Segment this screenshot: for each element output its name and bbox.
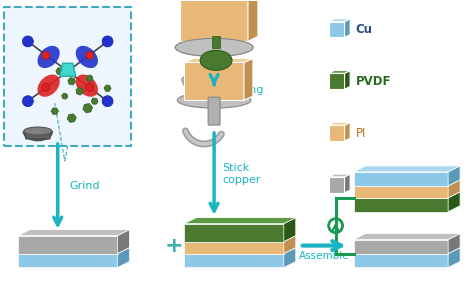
- Text: Grind: Grind: [70, 181, 100, 191]
- Polygon shape: [18, 253, 118, 267]
- Polygon shape: [328, 177, 345, 193]
- Polygon shape: [354, 248, 460, 253]
- Polygon shape: [354, 192, 460, 198]
- Circle shape: [42, 51, 50, 59]
- FancyBboxPatch shape: [212, 36, 220, 48]
- Polygon shape: [184, 58, 253, 62]
- Polygon shape: [118, 248, 129, 267]
- Polygon shape: [345, 174, 350, 193]
- Polygon shape: [328, 174, 350, 177]
- Polygon shape: [184, 62, 244, 100]
- Polygon shape: [68, 78, 75, 85]
- Polygon shape: [184, 242, 284, 253]
- Polygon shape: [77, 88, 82, 94]
- Polygon shape: [18, 248, 129, 253]
- Polygon shape: [18, 236, 118, 253]
- Circle shape: [86, 83, 93, 91]
- Polygon shape: [354, 240, 448, 253]
- Polygon shape: [328, 21, 345, 37]
- Text: Spin
coating: Spin coating: [222, 73, 264, 95]
- Polygon shape: [180, 0, 248, 41]
- Polygon shape: [68, 114, 75, 122]
- Text: +: +: [165, 236, 183, 256]
- Text: Cu: Cu: [356, 23, 373, 36]
- Polygon shape: [354, 180, 460, 186]
- Ellipse shape: [76, 46, 98, 68]
- Polygon shape: [103, 84, 112, 92]
- Polygon shape: [86, 75, 93, 82]
- Polygon shape: [345, 71, 350, 89]
- Polygon shape: [184, 218, 296, 224]
- Ellipse shape: [175, 38, 253, 56]
- Circle shape: [86, 51, 93, 59]
- Text: Assemble: Assemble: [299, 251, 349, 261]
- Polygon shape: [184, 253, 284, 267]
- Ellipse shape: [37, 46, 60, 68]
- Polygon shape: [284, 236, 296, 253]
- Circle shape: [42, 83, 50, 91]
- FancyBboxPatch shape: [207, 44, 221, 74]
- Polygon shape: [328, 71, 350, 73]
- Polygon shape: [184, 224, 284, 242]
- Ellipse shape: [76, 75, 98, 97]
- Polygon shape: [60, 63, 76, 76]
- Circle shape: [102, 96, 113, 107]
- Circle shape: [22, 96, 33, 107]
- Polygon shape: [184, 236, 296, 242]
- FancyBboxPatch shape: [4, 7, 131, 146]
- Ellipse shape: [24, 127, 52, 135]
- Polygon shape: [354, 172, 448, 186]
- Polygon shape: [354, 186, 448, 198]
- Ellipse shape: [200, 50, 232, 70]
- Text: PVDF: PVDF: [356, 75, 391, 88]
- Polygon shape: [354, 234, 460, 240]
- Text: ZUT-iMOF-1(Cu): ZUT-iMOF-1(Cu): [356, 178, 449, 191]
- Text: Stick
copper: Stick copper: [222, 163, 260, 185]
- Text: PI: PI: [356, 126, 366, 140]
- FancyBboxPatch shape: [208, 97, 220, 125]
- Polygon shape: [284, 218, 296, 242]
- Polygon shape: [448, 234, 460, 253]
- Polygon shape: [328, 73, 345, 89]
- Polygon shape: [354, 198, 448, 212]
- Polygon shape: [18, 230, 129, 236]
- Polygon shape: [55, 67, 64, 76]
- Polygon shape: [184, 248, 296, 253]
- Polygon shape: [354, 166, 460, 172]
- Polygon shape: [24, 131, 52, 139]
- Polygon shape: [244, 58, 253, 100]
- Polygon shape: [61, 92, 68, 100]
- Polygon shape: [51, 107, 59, 115]
- Polygon shape: [84, 105, 91, 111]
- Polygon shape: [328, 122, 350, 125]
- Polygon shape: [345, 19, 350, 37]
- Ellipse shape: [37, 75, 60, 97]
- Polygon shape: [118, 230, 129, 253]
- Ellipse shape: [177, 92, 251, 108]
- Polygon shape: [345, 122, 350, 141]
- Circle shape: [22, 36, 33, 47]
- Polygon shape: [448, 248, 460, 267]
- Polygon shape: [284, 248, 296, 267]
- Circle shape: [102, 36, 113, 47]
- Polygon shape: [448, 166, 460, 186]
- Ellipse shape: [175, 38, 253, 56]
- Polygon shape: [328, 125, 345, 141]
- Polygon shape: [91, 98, 98, 104]
- Polygon shape: [448, 192, 460, 212]
- Polygon shape: [354, 253, 448, 267]
- Polygon shape: [448, 180, 460, 198]
- Polygon shape: [328, 19, 350, 21]
- Polygon shape: [248, 0, 258, 41]
